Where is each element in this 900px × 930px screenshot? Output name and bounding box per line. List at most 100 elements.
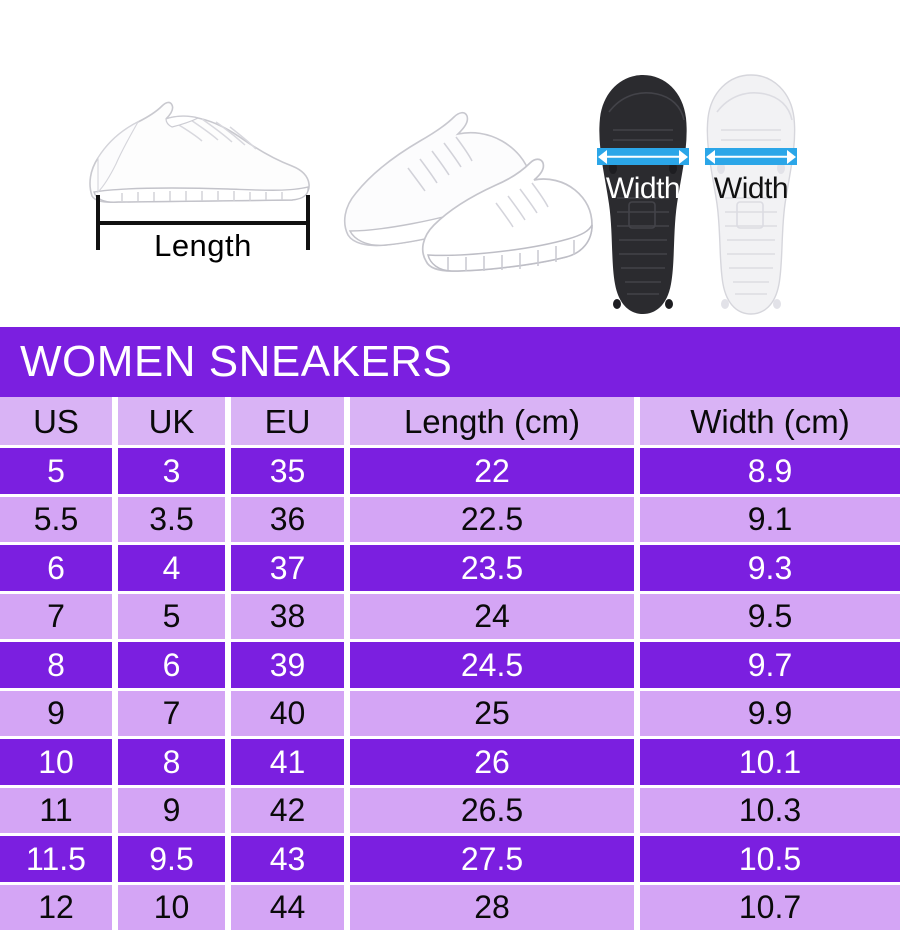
- sole-views: Width: [595, 72, 810, 317]
- cell-value: 24: [474, 600, 510, 632]
- table-cell-width-cm: 9.7: [634, 642, 900, 688]
- cell-value: 11: [39, 794, 72, 826]
- table-cell-us: 6: [0, 545, 112, 591]
- cell-value: 9.9: [748, 697, 792, 729]
- cell-value: 10: [154, 891, 190, 923]
- table-cell-width-cm: 9.9: [634, 691, 900, 737]
- table-cell-us: 5.5: [0, 497, 112, 543]
- table-cell-length-cm: 26: [344, 739, 634, 785]
- table-cell-length-cm: 25: [344, 691, 634, 737]
- sneaker-pair-image: [330, 85, 595, 280]
- column-header-label: Width (cm): [690, 405, 850, 438]
- table-cell-length-cm: 27.5: [344, 836, 634, 882]
- column-header-label: Length (cm): [404, 405, 580, 438]
- column-header-us: US: [0, 397, 112, 445]
- cell-value: 37: [270, 552, 306, 584]
- cell-value: 22: [474, 455, 510, 487]
- column-header-eu: EU: [225, 397, 344, 445]
- width-label-light: Width: [703, 172, 799, 206]
- column-header-uk: UK: [112, 397, 225, 445]
- table-cell-length-cm: 23.5: [344, 545, 634, 591]
- column-header-label: UK: [149, 405, 195, 438]
- table-cell-us: 5: [0, 448, 112, 494]
- cell-value: 23.5: [461, 552, 523, 584]
- table-header-row: US UK EU Length (cm) Width (cm): [0, 397, 900, 445]
- table-cell-uk: 6: [112, 642, 225, 688]
- cell-value: 10.5: [739, 843, 801, 875]
- table-cell-eu: 41: [225, 739, 344, 785]
- table-row: 7 5 38 24 9.5: [0, 591, 900, 640]
- table-cell-eu: 40: [225, 691, 344, 737]
- sole-dark-image: Width: [595, 72, 691, 317]
- cell-value: 35: [270, 455, 306, 487]
- sole-light-image: Width: [703, 72, 799, 317]
- cell-value: 44: [270, 891, 306, 923]
- cell-value: 10.1: [739, 746, 801, 778]
- table-cell-eu: 43: [225, 836, 344, 882]
- column-header-width-cm: Width (cm): [634, 397, 900, 445]
- width-arrow-line: [714, 155, 788, 158]
- table-cell-width-cm: 10.5: [634, 836, 900, 882]
- cell-value: 9.5: [149, 843, 193, 875]
- table-row: 5 3 35 22 8.9: [0, 445, 900, 494]
- cell-value: 9: [47, 697, 65, 729]
- cell-value: 36: [270, 503, 306, 535]
- table-cell-length-cm: 28: [344, 885, 634, 930]
- size-chart-table: US UK EU Length (cm) Width (cm) 5 3 35 22 8.9 5.5 3…: [0, 397, 900, 900]
- table-cell-eu: 42: [225, 788, 344, 834]
- cell-value: 24.5: [461, 649, 523, 681]
- table-cell-width-cm: 10.3: [634, 788, 900, 834]
- cell-value: 39: [270, 649, 306, 681]
- cell-value: 41: [270, 746, 306, 778]
- cell-value: 28: [474, 891, 510, 923]
- cell-value: 6: [163, 649, 181, 681]
- table-cell-eu: 36: [225, 497, 344, 543]
- table-cell-length-cm: 22: [344, 448, 634, 494]
- cell-value: 8.9: [748, 455, 792, 487]
- table-cell-uk: 9.5: [112, 836, 225, 882]
- table-cell-length-cm: 26.5: [344, 788, 634, 834]
- cell-value: 26: [474, 746, 510, 778]
- table-cell-uk: 3.5: [112, 497, 225, 543]
- cell-value: 9.7: [748, 649, 792, 681]
- length-label: Length: [96, 228, 310, 264]
- cell-value: 5: [163, 600, 181, 632]
- column-header-label: EU: [265, 405, 311, 438]
- cell-value: 6: [47, 552, 65, 584]
- cell-value: 9.5: [748, 600, 792, 632]
- table-row: 5.5 3.5 36 22.5 9.1: [0, 494, 900, 543]
- cell-value: 5.5: [34, 503, 78, 535]
- cell-value: 10.3: [739, 794, 801, 826]
- cell-value: 3.5: [149, 503, 193, 535]
- table-cell-width-cm: 10.1: [634, 739, 900, 785]
- table-cell-us: 10: [0, 739, 112, 785]
- cell-value: 26.5: [461, 794, 523, 826]
- cell-value: 7: [47, 600, 65, 632]
- cell-value: 9.1: [748, 503, 792, 535]
- cell-value: 38: [270, 600, 306, 632]
- table-cell-width-cm: 9.3: [634, 545, 900, 591]
- cell-value: 22.5: [461, 503, 523, 535]
- table-cell-length-cm: 24.5: [344, 642, 634, 688]
- table-cell-eu: 44: [225, 885, 344, 930]
- table-cell-us: 9: [0, 691, 112, 737]
- cell-value: 7: [163, 697, 181, 729]
- column-header-label: US: [33, 405, 79, 438]
- cell-value: 3: [163, 455, 181, 487]
- table-cell-eu: 37: [225, 545, 344, 591]
- table-cell-uk: 3: [112, 448, 225, 494]
- table-cell-uk: 8: [112, 739, 225, 785]
- cell-value: 5: [47, 455, 65, 487]
- product-illustration-area: Length: [0, 0, 900, 327]
- table-cell-eu: 38: [225, 594, 344, 640]
- table-row: 8 6 39 24.5 9.7: [0, 639, 900, 688]
- cell-value: 9.3: [748, 552, 792, 584]
- table-cell-us: 8: [0, 642, 112, 688]
- size-chart-page: Length: [0, 0, 900, 900]
- cell-value: 10.7: [739, 891, 801, 923]
- table-cell-us: 11.5: [0, 836, 112, 882]
